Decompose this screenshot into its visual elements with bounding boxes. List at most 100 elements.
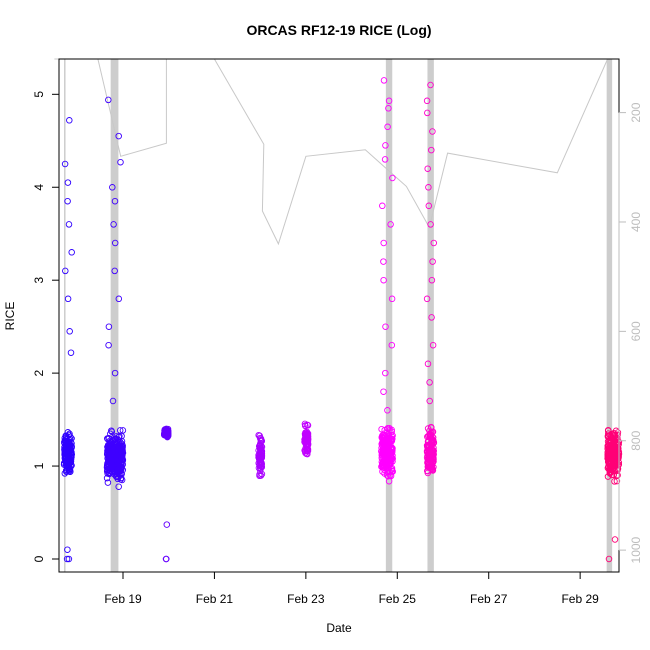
data-point [430,447,437,454]
data-point [609,466,616,473]
data-point [67,453,75,461]
track-layer [54,58,613,572]
data-point [112,461,119,468]
data-point [115,483,122,490]
series-RF17 [378,77,396,485]
data-point [117,439,124,446]
data-point [384,468,391,475]
y-tick-label: 5 [32,91,46,98]
data-point [385,477,393,485]
data-point [428,434,435,442]
data-point [257,465,264,472]
data-point [385,105,392,112]
data-point [423,295,431,303]
right-tick-label: 600 [629,321,643,341]
data-point [256,441,264,448]
data-point [604,442,611,450]
plot-border [58,58,620,573]
data-point [385,97,393,105]
track-band [606,59,613,572]
data-point [110,468,118,475]
data-point [66,117,73,124]
data-point [65,555,73,563]
data-point [115,132,122,140]
data-point [427,81,434,89]
y-tick-label: 4 [32,184,46,191]
data-point [64,429,72,436]
data-point [423,97,431,105]
data-point [382,323,389,330]
data-point [109,437,116,444]
data-point [117,452,124,460]
data-point [605,555,613,563]
data-point [62,441,69,448]
data-point [118,476,126,484]
data-point [257,472,265,479]
x-tick-label: Feb 23 [287,592,325,606]
data-point [427,221,434,228]
data-point [423,442,431,449]
data-point [381,448,388,456]
chart-title: ORCAS RF12-19 RICE (Log) [246,22,431,38]
data-point [117,158,124,166]
data-point [428,461,436,469]
points-layer [60,77,623,563]
data-point [430,458,437,465]
x-axis: Feb 19 Feb 21 Feb 23 Feb 25 Feb 27 Feb 29 [104,571,599,606]
series-RF16 [301,420,312,458]
data-point [303,428,311,436]
data-point [68,440,75,447]
data-point [388,446,395,453]
data-point [64,546,71,553]
data-point [163,521,171,528]
data-point [304,443,311,450]
data-point [62,448,69,455]
data-point [386,468,394,476]
data-point [104,470,111,477]
data-point [384,407,391,414]
x-tick-label: Feb 25 [379,592,417,606]
data-point [605,430,612,437]
series-RF15 [255,431,266,480]
data-point [64,458,72,466]
data-point [425,184,432,191]
data-point [382,450,390,458]
data-point [426,397,433,405]
track-band [64,59,66,572]
data-point [607,455,615,463]
data-point [384,123,391,131]
x-tick-label: Feb 29 [561,592,599,606]
data-point [379,442,386,450]
data-point [109,184,116,191]
data-point [388,295,396,303]
data-point [388,448,396,456]
data-point [380,388,387,395]
x-axis-label: Date [326,621,352,635]
data-point [65,221,73,228]
data-point [389,174,396,182]
data-point [378,433,386,441]
right-axis: 200 400 600 800 1000 [618,102,643,563]
data-point [255,431,262,439]
data-point [604,473,612,480]
data-point [61,160,69,168]
y-tick-label: 3 [32,277,46,284]
data-point [430,444,437,452]
data-point [614,444,622,452]
y-axis-label: RICE [3,302,17,331]
data-point [378,425,385,433]
data-point [105,341,112,349]
data-point [107,449,115,457]
data-point [388,426,395,434]
data-point [118,464,125,471]
data-point [119,427,127,434]
data-point [380,77,388,84]
data-point [105,323,113,330]
data-point [107,438,114,445]
data-point [64,179,72,186]
data-point [381,156,389,163]
data-point [163,428,170,436]
data-point [258,461,265,469]
data-point [63,555,71,563]
data-point [380,239,387,247]
